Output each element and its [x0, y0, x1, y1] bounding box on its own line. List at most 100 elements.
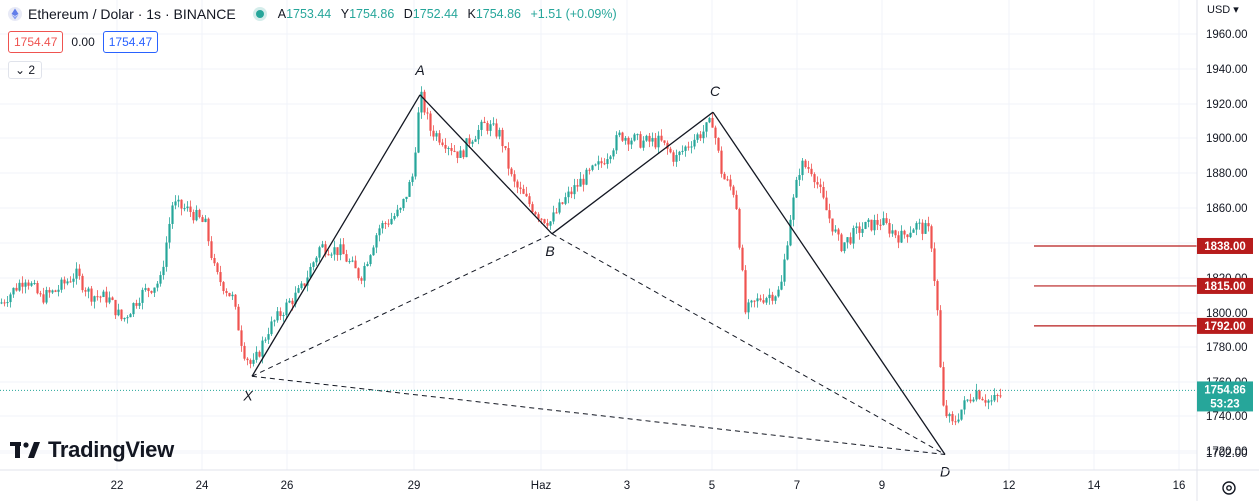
candle-body [423, 91, 426, 113]
pattern-diagonal-XB[interactable] [251, 233, 553, 377]
candle-body [852, 228, 855, 244]
candle-body [270, 321, 273, 335]
candle-body [630, 140, 633, 145]
candle-body [771, 294, 774, 301]
candle-body [273, 320, 276, 322]
quote-row: 1754.47 0.00 1754.47 [8, 31, 159, 53]
candle-body [96, 296, 99, 298]
level-price-label: 1792.00 [1204, 321, 1246, 333]
candle-body [840, 234, 843, 252]
pattern-leg-AB[interactable] [419, 94, 553, 235]
chart-grid [0, 0, 1197, 470]
time-tick-label: 14 [1088, 480, 1101, 492]
time-tick-label: 5 [709, 480, 715, 492]
candle-body [675, 155, 678, 162]
candle-body [924, 223, 927, 234]
candle-body [591, 165, 594, 170]
candle-body [648, 135, 651, 142]
candle-body [942, 367, 945, 406]
candle-body [477, 129, 480, 140]
candle-body [474, 139, 477, 142]
candle-body [933, 248, 936, 282]
candle-body [978, 390, 981, 399]
candle-body [678, 151, 681, 156]
candle-body [492, 123, 495, 125]
indicators-toggle-button[interactable]: ⌄ 2 [8, 61, 43, 79]
candle-body [219, 272, 222, 283]
bar-countdown-label: 53:23 [1210, 398, 1239, 410]
pattern-diagonal-XD[interactable] [251, 375, 946, 455]
candle-body [669, 148, 672, 153]
candle-body [114, 299, 117, 316]
candle-body [441, 142, 444, 145]
candle-body [672, 152, 675, 162]
price-tick-label: 1900.00 [1206, 133, 1248, 145]
time-tick-label: 16 [1173, 480, 1186, 492]
candle-body [396, 209, 399, 217]
sell-button[interactable]: 1754.47 [8, 31, 64, 53]
candle-body [123, 317, 126, 320]
settings-gear-icon[interactable] [1220, 479, 1238, 497]
candle-body [300, 283, 303, 289]
candle-body [279, 311, 282, 317]
time-axis[interactable]: 22 24 26 29 Haz 3 5 7 9 12 14 16 [111, 480, 1186, 492]
candle-body [513, 174, 516, 182]
symbol-title[interactable]: Ethereum / Dolar · 1s · BINANCE [28, 6, 236, 22]
time-tick-label: 29 [408, 480, 421, 492]
candle-body [834, 229, 837, 232]
candle-body [912, 229, 915, 233]
pattern-diagonal-BD[interactable] [551, 233, 946, 455]
candle-body [873, 219, 876, 231]
candle-body [936, 281, 939, 311]
candle-body [894, 230, 897, 236]
candle-body [990, 400, 993, 402]
price-tick-label: 1920.00 [1206, 99, 1248, 111]
candle-body [405, 196, 408, 199]
candle-body [729, 179, 732, 187]
candle-body [963, 400, 966, 410]
candle-body [264, 339, 267, 341]
time-tick-label: 24 [196, 480, 209, 492]
candle-body [84, 290, 87, 292]
candle-body [588, 169, 591, 171]
pattern-leg-CD[interactable] [712, 111, 946, 455]
candle-body [858, 226, 861, 233]
candle-body [9, 294, 12, 303]
candle-body [447, 148, 450, 150]
pattern-leg-XA[interactable] [251, 94, 421, 377]
currency-selector[interactable]: USD ▾ [1207, 4, 1239, 16]
pattern-leg-BC[interactable] [551, 111, 714, 235]
candle-body [453, 150, 456, 152]
candle-body [255, 351, 258, 360]
candle-body [498, 129, 501, 137]
candle-body [786, 245, 789, 260]
candle-body [366, 264, 369, 266]
candle-body [45, 289, 48, 303]
buy-button[interactable]: 1754.47 [102, 31, 159, 53]
candle-body [336, 247, 339, 256]
candle-body [738, 209, 741, 248]
candle-body [294, 292, 297, 305]
candle-body [519, 187, 522, 189]
spread-value: 0.00 [71, 35, 95, 49]
candle-body [216, 263, 219, 273]
candle-body [684, 146, 687, 151]
candle-body [387, 223, 390, 225]
candle-body [408, 182, 411, 197]
price-tick-label: 1960.00 [1206, 29, 1248, 41]
tradingview-logo[interactable]: TradingView [10, 437, 174, 463]
candle-body [567, 191, 570, 198]
candle-body [639, 134, 642, 148]
price-tick-label: 1940.00 [1206, 64, 1248, 76]
candle-body [549, 221, 552, 226]
candle-body [876, 219, 879, 225]
candle-body [609, 156, 612, 160]
ethereum-icon [8, 7, 22, 21]
candle-body [60, 279, 63, 290]
level-price-badge [1197, 317, 1253, 334]
candle-body [681, 150, 684, 152]
candle-body [363, 265, 366, 281]
candle-body [327, 254, 330, 256]
candle-body [828, 210, 831, 219]
